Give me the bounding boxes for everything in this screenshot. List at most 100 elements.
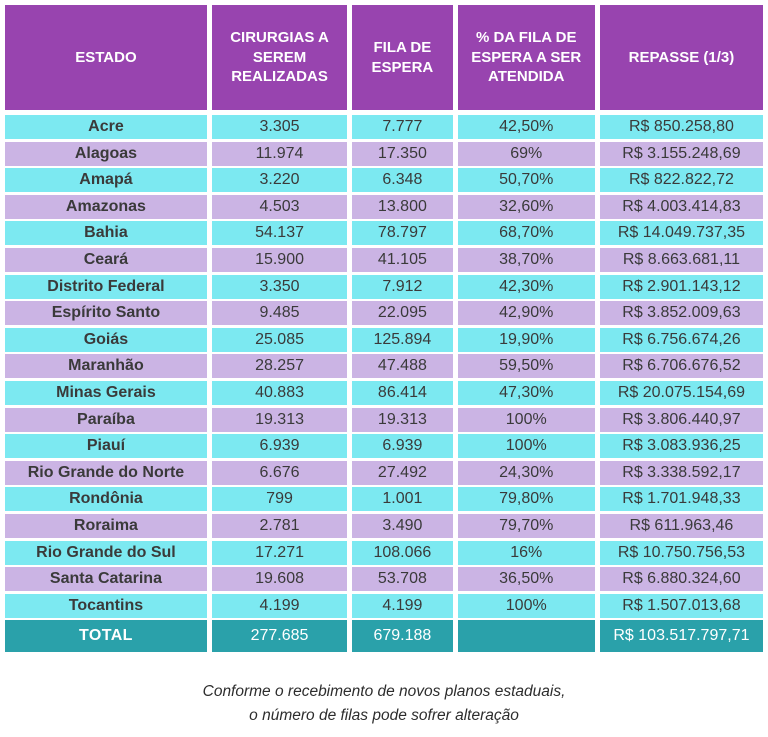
state-name-cell: Rio Grande do Norte bbox=[5, 460, 207, 485]
queue-count-cell: 27.492 bbox=[352, 460, 453, 485]
transfer-amount-cell: R$ 4.003.414,83 bbox=[599, 194, 763, 219]
table-row: Roraima 2.781 3.490 79,70% R$ 611.963,46 bbox=[5, 513, 763, 538]
surgeries-count-cell: 4.503 bbox=[211, 194, 348, 219]
total-transfer-cell: R$ 103.517.797,71 bbox=[599, 620, 763, 653]
state-name-cell: Distrito Federal bbox=[5, 274, 207, 299]
surgeries-count-cell: 40.883 bbox=[211, 380, 348, 405]
transfer-amount-cell: R$ 1.701.948,33 bbox=[599, 487, 763, 512]
surgeries-count-cell: 3.305 bbox=[211, 115, 348, 139]
surgeries-count-cell: 3.220 bbox=[211, 168, 348, 193]
state-name-cell: Roraima bbox=[5, 513, 207, 538]
transfer-amount-cell: R$ 6.880.324,60 bbox=[599, 567, 763, 592]
state-name-cell: Espírito Santo bbox=[5, 301, 207, 326]
queue-count-cell: 6.348 bbox=[352, 168, 453, 193]
queue-count-cell: 53.708 bbox=[352, 567, 453, 592]
queue-count-cell: 19.313 bbox=[352, 407, 453, 432]
column-header-cirurgias: CIRURGIAS A SEREM REALIZADAS bbox=[211, 5, 348, 110]
percent-served-cell: 36,50% bbox=[457, 567, 595, 592]
transfer-amount-cell: R$ 6.756.674,26 bbox=[599, 327, 763, 352]
column-header-estado: ESTADO bbox=[5, 5, 207, 110]
surgeries-count-cell: 28.257 bbox=[211, 354, 348, 379]
state-name-cell: Amapá bbox=[5, 168, 207, 193]
transfer-amount-cell: R$ 14.049.737,35 bbox=[599, 221, 763, 246]
table-row: Minas Gerais 40.883 86.414 47,30% R$ 20.… bbox=[5, 380, 763, 405]
state-name-cell: Goiás bbox=[5, 327, 207, 352]
footnote-line-1: Conforme o recebimento de novos planos e… bbox=[202, 683, 566, 701]
table-row: Rondônia 799 1.001 79,80% R$ 1.701.948,3… bbox=[5, 487, 763, 512]
percent-served-cell: 100% bbox=[457, 407, 595, 432]
state-name-cell: Rio Grande do Sul bbox=[5, 540, 207, 565]
table-row: Distrito Federal 3.350 7.912 42,30% R$ 2… bbox=[5, 274, 763, 299]
queue-count-cell: 108.066 bbox=[352, 540, 453, 565]
queue-count-cell: 3.490 bbox=[352, 513, 453, 538]
percent-served-cell: 42,30% bbox=[457, 274, 595, 299]
percent-served-cell: 79,70% bbox=[457, 513, 595, 538]
surgeries-count-cell: 15.900 bbox=[211, 247, 348, 272]
percent-served-cell: 100% bbox=[457, 434, 595, 459]
percent-served-cell: 16% bbox=[457, 540, 595, 565]
state-name-cell: Piauí bbox=[5, 434, 207, 459]
state-name-cell: Bahia bbox=[5, 221, 207, 246]
queue-count-cell: 78.797 bbox=[352, 221, 453, 246]
table-row: Rio Grande do Sul 17.271 108.066 16% R$ … bbox=[5, 540, 763, 565]
total-percent-cell-empty bbox=[457, 620, 595, 653]
table-row: Bahia 54.137 78.797 68,70% R$ 14.049.737… bbox=[5, 221, 763, 246]
queue-count-cell: 47.488 bbox=[352, 354, 453, 379]
queue-count-cell: 6.939 bbox=[352, 434, 453, 459]
table-header-row: ESTADO CIRURGIAS A SEREM REALIZADAS FILA… bbox=[5, 5, 763, 110]
state-name-cell: Santa Catarina bbox=[5, 567, 207, 592]
transfer-amount-cell: R$ 10.750.756,53 bbox=[599, 540, 763, 565]
transfer-amount-cell: R$ 3.083.936,25 bbox=[599, 434, 763, 459]
table-row: Tocantins 4.199 4.199 100% R$ 1.507.013,… bbox=[5, 593, 763, 618]
table-row: Piauí 6.939 6.939 100% R$ 3.083.936,25 bbox=[5, 434, 763, 459]
surgeries-count-cell: 3.350 bbox=[211, 274, 348, 299]
total-queue-cell: 679.188 bbox=[352, 620, 453, 653]
surgeries-count-cell: 6.676 bbox=[211, 460, 348, 485]
queue-count-cell: 7.912 bbox=[352, 274, 453, 299]
queue-count-cell: 1.001 bbox=[352, 487, 453, 512]
queue-count-cell: 22.095 bbox=[352, 301, 453, 326]
queue-count-cell: 125.894 bbox=[352, 327, 453, 352]
transfer-amount-cell: R$ 1.507.013,68 bbox=[599, 593, 763, 618]
state-name-cell: Minas Gerais bbox=[5, 380, 207, 405]
table-row: Ceará 15.900 41.105 38,70% R$ 8.663.681,… bbox=[5, 247, 763, 272]
transfer-amount-cell: R$ 20.075.154,69 bbox=[599, 380, 763, 405]
state-name-cell: Amazonas bbox=[5, 194, 207, 219]
state-name-cell: Ceará bbox=[5, 247, 207, 272]
state-name-cell: Rondônia bbox=[5, 487, 207, 512]
transfer-amount-cell: R$ 3.155.248,69 bbox=[599, 141, 763, 166]
queue-count-cell: 4.199 bbox=[352, 593, 453, 618]
total-surgeries-cell: 277.685 bbox=[211, 620, 348, 653]
percent-served-cell: 69% bbox=[457, 141, 595, 166]
table-row: Maranhão 28.257 47.488 59,50% R$ 6.706.6… bbox=[5, 354, 763, 379]
percent-served-cell: 59,50% bbox=[457, 354, 595, 379]
state-name-cell: Acre bbox=[5, 115, 207, 139]
state-name-cell: Alagoas bbox=[5, 141, 207, 166]
state-name-cell: Paraíba bbox=[5, 407, 207, 432]
queue-count-cell: 13.800 bbox=[352, 194, 453, 219]
percent-served-cell: 68,70% bbox=[457, 221, 595, 246]
surgeries-count-cell: 54.137 bbox=[211, 221, 348, 246]
column-header-fila-de-espera: FILA DE ESPERA bbox=[352, 5, 453, 110]
transfer-amount-cell: R$ 3.806.440,97 bbox=[599, 407, 763, 432]
surgeries-count-cell: 2.781 bbox=[211, 513, 348, 538]
percent-served-cell: 38,70% bbox=[457, 247, 595, 272]
transfer-amount-cell: R$ 822.822,72 bbox=[599, 168, 763, 193]
surgeries-count-cell: 11.974 bbox=[211, 141, 348, 166]
surgeries-count-cell: 799 bbox=[211, 487, 348, 512]
total-label: TOTAL bbox=[5, 620, 207, 653]
transfer-amount-cell: R$ 3.338.592,17 bbox=[599, 460, 763, 485]
queue-count-cell: 7.777 bbox=[352, 115, 453, 139]
percent-served-cell: 47,30% bbox=[457, 380, 595, 405]
surgeries-count-cell: 9.485 bbox=[211, 301, 348, 326]
table-row: Espírito Santo 9.485 22.095 42,90% R$ 3.… bbox=[5, 301, 763, 326]
surgeries-count-cell: 25.085 bbox=[211, 327, 348, 352]
table-row: Acre 3.305 7.777 42,50% R$ 850.258,80 bbox=[5, 115, 763, 139]
percent-served-cell: 32,60% bbox=[457, 194, 595, 219]
percent-served-cell: 24,30% bbox=[457, 460, 595, 485]
table-row: Alagoas 11.974 17.350 69% R$ 3.155.248,6… bbox=[5, 141, 763, 166]
percent-served-cell: 19,90% bbox=[457, 327, 595, 352]
surgeries-count-cell: 19.313 bbox=[211, 407, 348, 432]
queue-count-cell: 86.414 bbox=[352, 380, 453, 405]
